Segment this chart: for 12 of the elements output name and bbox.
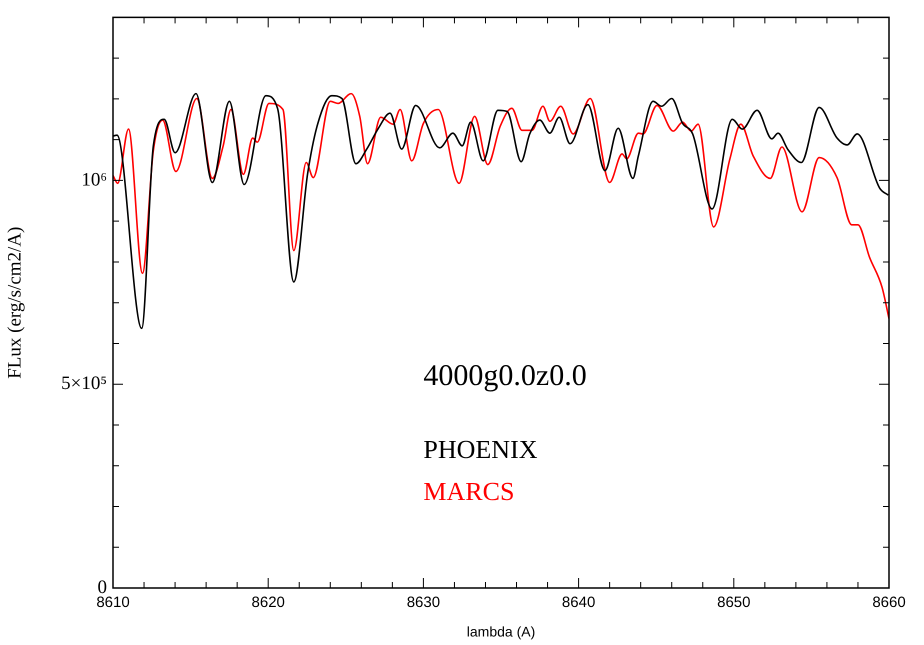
x-tick-label: 8660 bbox=[872, 594, 906, 612]
y-tick-label: 5×10⁵ bbox=[61, 373, 107, 394]
text: PHOENIX bbox=[423, 434, 538, 464]
y-tick-label: 10⁶ bbox=[81, 169, 107, 190]
x-axis-title: lambda (A) bbox=[466, 623, 536, 640]
annotation: 4000g0.0z0.0 bbox=[423, 358, 587, 392]
x-tick-label: 8640 bbox=[562, 594, 596, 612]
y-axis-title: FLux (erg/s/cm2/A) bbox=[4, 226, 26, 379]
x-tick-label: 8630 bbox=[406, 594, 440, 612]
x-tick-label: 8650 bbox=[717, 594, 750, 612]
text: MARCS bbox=[423, 476, 514, 506]
x-tick-label: 8620 bbox=[252, 594, 285, 612]
